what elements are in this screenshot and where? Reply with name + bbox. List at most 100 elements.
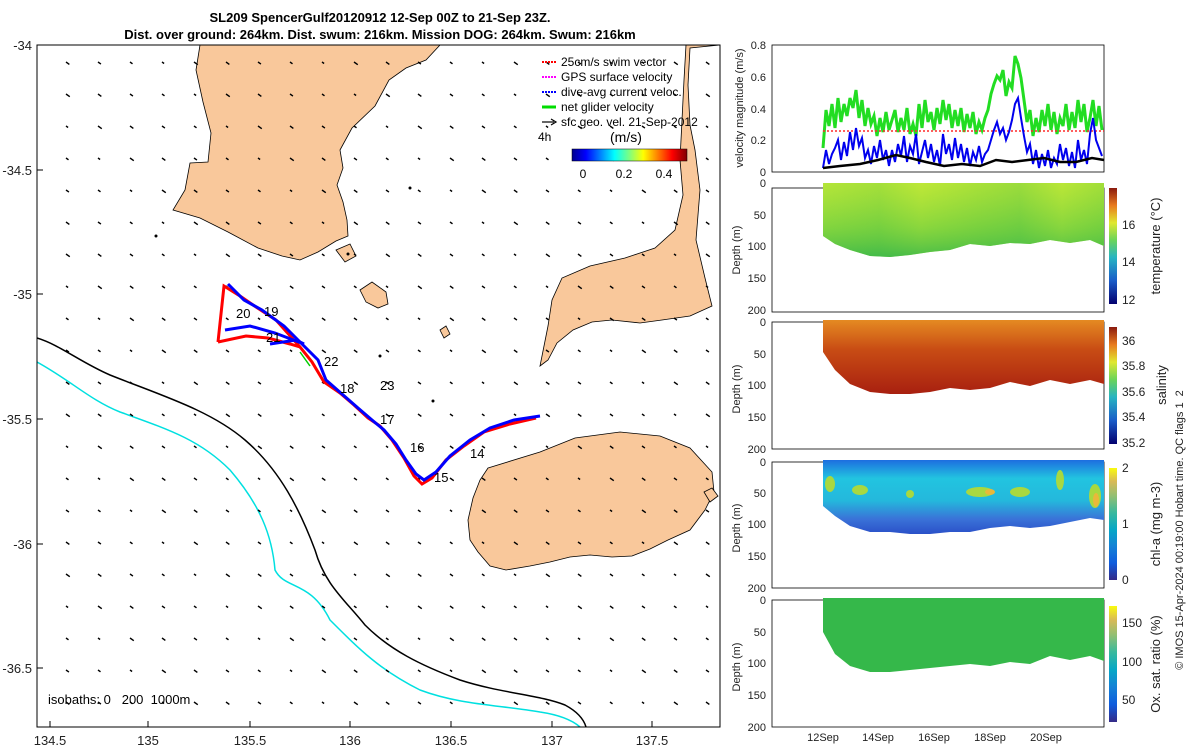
- lat-tick: -34: [13, 38, 32, 53]
- velocity-arrow: [641, 61, 645, 65]
- velocity-arrow: [97, 541, 102, 545]
- yorke-peninsula-land: [539, 45, 720, 367]
- velocity-arrow: [481, 317, 486, 321]
- velocity-arrow: [417, 669, 421, 673]
- velocity-arrow: [449, 541, 453, 545]
- velocity-arrow: [705, 669, 710, 673]
- velocity-arrow: [609, 253, 614, 257]
- velocity-arrow: [321, 573, 325, 577]
- velocity-arrow: [129, 573, 134, 577]
- temp-cbar-tick: 16: [1122, 218, 1136, 232]
- velocity-arrow: [225, 509, 230, 513]
- velocity-arrow: [481, 125, 486, 129]
- sal-cbar-tick: 35.8: [1122, 359, 1146, 373]
- velocity-arrow: [289, 125, 294, 129]
- velocity-arrow: [545, 125, 549, 129]
- velocity-arrow: [705, 253, 711, 258]
- depth-axis-label: Depth (m): [731, 226, 743, 275]
- velocity-arrow: [673, 253, 677, 257]
- velocity-arrow: [673, 701, 679, 706]
- velocity-arrow: [673, 477, 678, 481]
- legend-label-net-glider-velocity: net glider velocity: [561, 100, 654, 114]
- chl-cbar-tick: 2: [1122, 461, 1129, 475]
- velocity-arrow: [577, 701, 582, 705]
- velocity-arrow: [289, 189, 293, 193]
- velocity-arrow: [449, 221, 453, 225]
- velocity-arrow: [545, 317, 549, 321]
- velocity-arrow: [417, 189, 421, 193]
- velocity-ytick: 0.4: [751, 104, 766, 116]
- velocity-arrow: [353, 157, 358, 161]
- velocity-arrow: [97, 317, 101, 321]
- velocity-arrow: [129, 253, 134, 257]
- velocity-arrow: [641, 349, 647, 354]
- legend-label-dive-avg-current: dive-avg current veloc.: [561, 85, 682, 99]
- velocity-arrow: [321, 445, 326, 449]
- velocity-arrow: [97, 93, 102, 97]
- velocity-arrow: [641, 701, 645, 705]
- velocity-arrow: [353, 381, 359, 386]
- lon-ticks: [49, 721, 653, 727]
- chl-cbar-label: chl-a (mg m-3): [1148, 482, 1163, 567]
- velocity-arrow: [129, 317, 135, 322]
- velocity-arrow: [321, 637, 326, 641]
- velocity-arrow: [417, 605, 423, 610]
- velocity-arrow: [545, 253, 551, 258]
- four-hour-label: 4h: [538, 130, 551, 144]
- velocity-arrow: [449, 253, 454, 257]
- velocity-arrow: [481, 445, 486, 449]
- velocity-arrow: [545, 477, 549, 481]
- velocity-arrow: [705, 381, 710, 385]
- velocity-arrow: [449, 93, 454, 97]
- speed-colorbar-ticks: 0 0.2 0.4: [580, 167, 673, 181]
- velocity-arrow: [513, 157, 518, 161]
- depth-tick: 100: [748, 380, 766, 392]
- sal-cbar-tick: 35.6: [1122, 385, 1146, 399]
- velocity-arrow: [609, 573, 614, 577]
- velocity-arrow: [353, 285, 357, 289]
- velocity-arrow: [545, 413, 551, 418]
- velocity-arrow: [129, 61, 133, 65]
- velocity-arrow: [673, 61, 679, 66]
- velocity-arrow: [193, 637, 198, 641]
- depth-tick: 150: [748, 551, 766, 563]
- velocity-arrow: [289, 253, 294, 257]
- depth-tick: 0: [760, 457, 766, 469]
- lat-tick: -35: [13, 287, 32, 302]
- velocity-arrow: [97, 125, 103, 130]
- velocity-arrow: [257, 253, 262, 257]
- velocity-arrow: [545, 541, 550, 545]
- isobath-legend-text: isobaths: 0 200 1000m: [48, 692, 190, 707]
- day-label: 17: [380, 412, 394, 427]
- depth-tick: 150: [748, 412, 766, 424]
- depth-tick: 50: [754, 210, 766, 222]
- velocity-arrow: [353, 541, 359, 546]
- velocity-arrow: [97, 349, 101, 353]
- velocity-arrow: [385, 317, 389, 321]
- velocity-arrow: [385, 541, 390, 545]
- plot-title-line-1: SL209 SpencerGulf20120912 12-Sep 00Z to …: [209, 10, 551, 25]
- velocity-arrow: [545, 189, 550, 193]
- velocity-arrow: [321, 477, 326, 481]
- lon-tick: 136: [339, 733, 361, 748]
- velocity-arrow: [225, 125, 229, 129]
- velocity-arrow: [609, 61, 613, 65]
- velocity-arrow: [641, 605, 646, 609]
- velocity-arrow: [65, 285, 69, 289]
- velocity-arrow: [161, 253, 165, 257]
- velocity-arrow: [193, 285, 197, 289]
- velocity-arrow: [641, 93, 645, 97]
- velocity-arrow: [257, 509, 261, 513]
- velocity-arrow: [129, 445, 134, 449]
- velocity-arrow: [481, 477, 486, 481]
- velocity-arrow: [449, 605, 454, 609]
- velocity-arrow: [193, 445, 197, 449]
- legend-label-gps-velocity: GPS surface velocity: [561, 70, 672, 84]
- velocity-arrow: [225, 93, 231, 98]
- velocity-arrow: [161, 573, 165, 577]
- velocity-arrow: [161, 509, 167, 514]
- velocity-arrow: [65, 669, 70, 673]
- velocity-arrow: [705, 445, 709, 449]
- velocity-arrow: [481, 221, 485, 225]
- velocity-arrow: [321, 61, 325, 65]
